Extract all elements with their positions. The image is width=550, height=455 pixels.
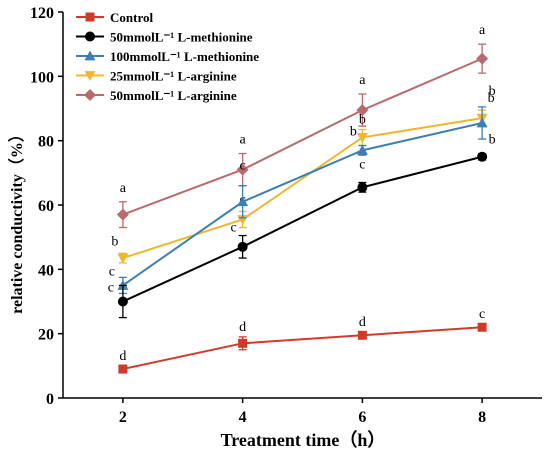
y-tick-label: 120 xyxy=(30,5,54,22)
data-point xyxy=(118,364,128,374)
data-point xyxy=(357,182,368,193)
legend-marker xyxy=(84,89,96,101)
legend-marker xyxy=(84,71,96,81)
significance-letter: a xyxy=(359,73,366,88)
data-point xyxy=(116,208,129,221)
data-point xyxy=(236,163,249,176)
legend-marker xyxy=(84,50,96,61)
series-line xyxy=(122,57,483,216)
significance-letter: c xyxy=(240,159,246,174)
data-point xyxy=(237,241,248,252)
data-point xyxy=(356,104,369,117)
x-ticks: 2 4 6 8 xyxy=(119,398,486,426)
y-ticks: 0 20 40 60 80 100 120 xyxy=(30,5,63,408)
series-group: d d d c xyxy=(118,307,487,374)
plot-area: aaaabcbbccbbcccbdddc xyxy=(108,23,496,374)
x-axis-label: Treatment time（h） xyxy=(221,430,386,450)
legend-item: 100mmolL⁻¹ L-methionine xyxy=(76,49,259,64)
legend-label: 25mmolL⁻¹ L-arginine xyxy=(110,69,237,84)
significance-letter: b xyxy=(489,84,496,99)
legend-item: 50mmolL⁻¹ L-methionine xyxy=(76,30,253,45)
y-axis-label: relative conductivity（%） xyxy=(8,126,26,314)
series-line xyxy=(122,326,483,371)
significance-letter: c xyxy=(108,280,114,295)
data-point xyxy=(356,133,368,143)
data-point xyxy=(237,196,249,207)
data-point xyxy=(238,338,248,348)
significance-letter: b xyxy=(359,112,366,127)
y-tick-label: 100 xyxy=(30,69,54,86)
significance-letter: c xyxy=(109,264,115,279)
legend-label: 50mmolL⁻¹ L-arginine xyxy=(110,88,237,103)
data-point xyxy=(117,296,128,307)
significance-letter: b xyxy=(111,234,118,249)
significance-letter: c xyxy=(479,307,485,322)
data-point xyxy=(477,151,488,162)
x-tick-label: 6 xyxy=(358,409,366,426)
significance-letter: d xyxy=(359,315,366,330)
significance-letter: c xyxy=(359,157,365,172)
series-line xyxy=(122,155,483,303)
significance-letter: b xyxy=(350,124,357,139)
y-tick-label: 0 xyxy=(46,391,54,408)
data-point xyxy=(357,330,367,340)
data-point xyxy=(117,253,129,264)
series-line xyxy=(122,122,483,287)
y-tick-label: 60 xyxy=(38,198,54,215)
x-tick-label: 2 xyxy=(119,409,127,426)
y-tick-label: 20 xyxy=(38,327,54,344)
legend: Control 50mmolL⁻¹ L-methionine 100mmolL⁻¹ … xyxy=(76,10,259,103)
legend-label: 50mmolL⁻¹ L-methionine xyxy=(110,30,253,45)
significance-letter: c xyxy=(231,221,237,236)
series-group: bcbb xyxy=(111,91,495,264)
significance-letter: a xyxy=(479,23,486,38)
legend-item: 50mmolL⁻¹ L-arginine xyxy=(76,88,237,103)
y-tick-label: 40 xyxy=(38,262,54,279)
legend-label: 100mmolL⁻¹ L-methionine xyxy=(110,49,259,64)
legend-marker xyxy=(85,31,95,42)
y-tick-label: 80 xyxy=(38,134,54,151)
x-tick-label: 8 xyxy=(478,409,486,426)
legend-marker xyxy=(85,12,95,22)
significance-letter: b xyxy=(488,91,495,106)
data-point xyxy=(476,52,489,65)
legend-item: 25mmolL⁻¹ L-arginine xyxy=(76,69,237,84)
significance-letter: d xyxy=(119,349,126,364)
significance-letter: b xyxy=(489,133,496,148)
legend-item: Control xyxy=(76,10,153,25)
data-point xyxy=(356,144,368,155)
data-point xyxy=(477,322,487,332)
significance-letter: a xyxy=(120,181,127,196)
series-line xyxy=(122,117,483,260)
significance-letter: a xyxy=(240,133,247,148)
significance-letter: d xyxy=(239,320,246,335)
x-tick-label: 4 xyxy=(239,409,247,426)
data-point xyxy=(476,117,488,128)
series-group: a a a a xyxy=(116,23,489,229)
legend-label: Control xyxy=(110,10,153,25)
